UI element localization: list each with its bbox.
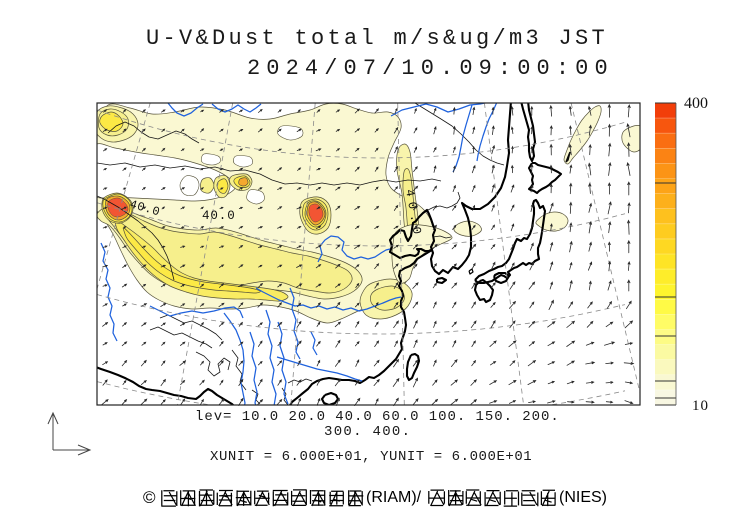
svg-text:40.0: 40.0: [202, 209, 236, 223]
